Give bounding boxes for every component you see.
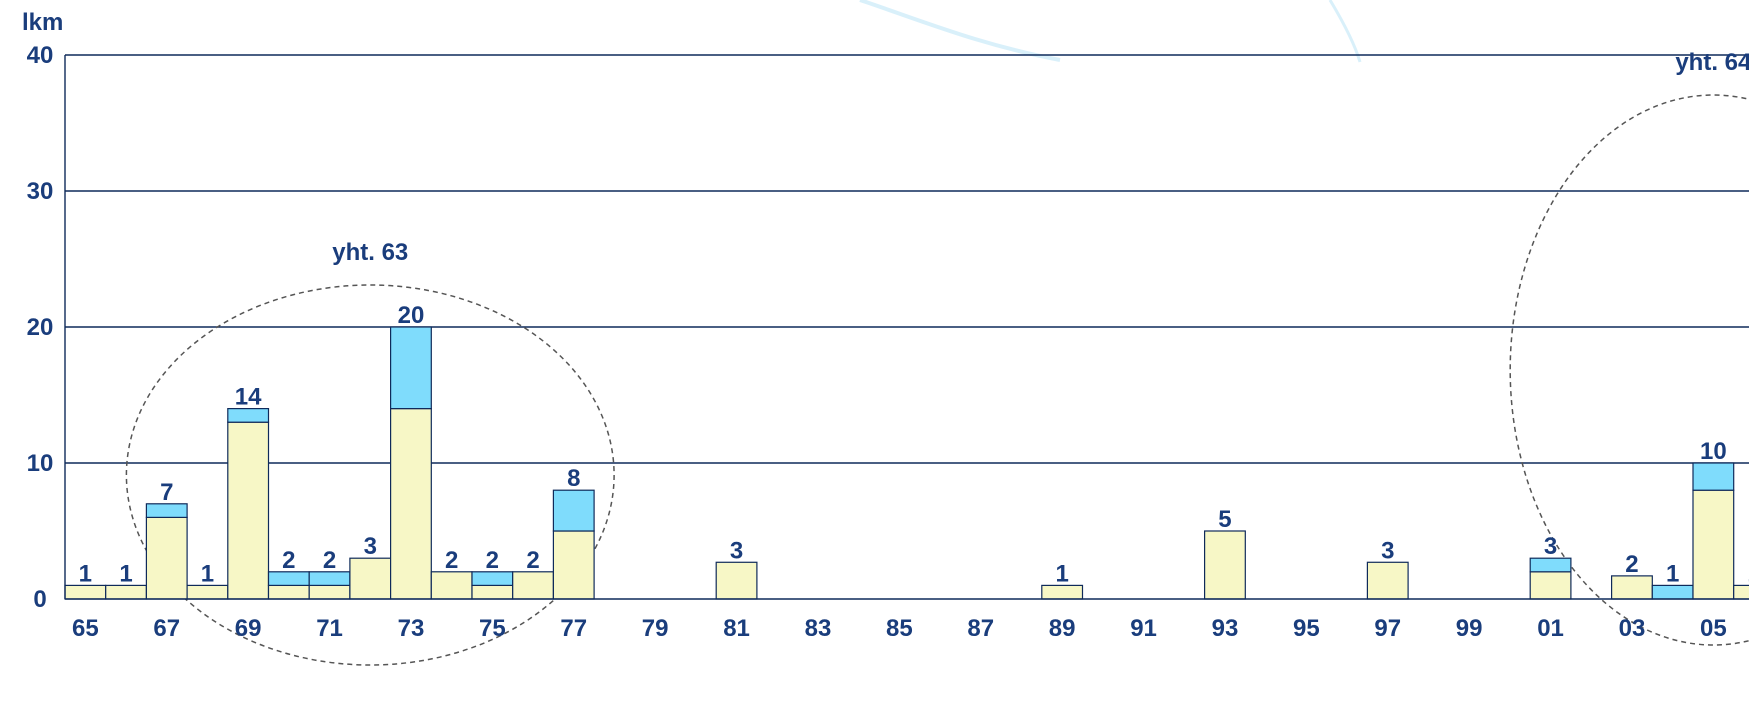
bar-segment-base — [145, 516, 188, 600]
bar-segment-top — [552, 489, 595, 532]
data-label: 2 — [445, 547, 458, 574]
y-tick-label: 0 — [33, 586, 46, 613]
bar-segment-top — [1529, 557, 1572, 573]
x-tick-label: 93 — [1212, 615, 1239, 642]
x-tick-label: 65 — [72, 615, 99, 642]
x-tick-label: 91 — [1130, 615, 1157, 642]
bar-segment-base — [390, 408, 432, 600]
data-label: 5 — [1218, 506, 1231, 533]
gridlines — [65, 54, 1749, 464]
bar-segment-base — [715, 561, 758, 600]
data-label: 2 — [282, 547, 295, 574]
bar-segment-base — [227, 421, 270, 600]
bars — [64, 326, 1749, 600]
bar-segment-base — [430, 571, 473, 600]
bar-segment-base — [552, 530, 595, 600]
x-tick-label: 75 — [479, 615, 506, 642]
bar-segment-top — [1692, 462, 1735, 491]
bar-segment-base — [512, 571, 555, 600]
group-ellipses — [125, 94, 1749, 666]
data-label: 1 — [79, 560, 92, 587]
data-label: 14 — [235, 384, 262, 411]
x-tick-label: 95 — [1293, 615, 1320, 642]
bar-segment-base — [1203, 530, 1246, 600]
data-label: 2 — [323, 547, 336, 574]
bar-segment-base — [105, 584, 147, 600]
data-label: 1 — [1747, 560, 1749, 587]
bar-segment-top — [145, 503, 188, 518]
bar-segment-top — [1651, 584, 1694, 600]
x-tick-label: 99 — [1456, 615, 1483, 642]
bar-segment-base — [1733, 584, 1749, 600]
data-label: 10 — [1700, 438, 1727, 465]
bar-segment-base — [267, 584, 310, 600]
bar-segment-base — [1692, 489, 1735, 600]
x-tick-label: 67 — [153, 615, 180, 642]
bar-segment-top — [227, 408, 270, 423]
bar-segment-base — [349, 557, 392, 600]
x-tick-label: 81 — [723, 615, 750, 642]
x-tick-label: 03 — [1619, 615, 1646, 642]
bar-segment-base — [1529, 571, 1572, 600]
x-tick-label: 05 — [1700, 615, 1727, 642]
y-axis-label: lkm — [22, 9, 63, 36]
data-labels: 117114223202228315332110114132 — [79, 302, 1749, 587]
bar-segment-base — [308, 584, 351, 600]
data-label: 2 — [526, 547, 539, 574]
data-label: 1 — [1055, 560, 1068, 587]
x-tick-label: 77 — [560, 615, 587, 642]
data-label: 3 — [364, 533, 377, 560]
y-tick-label: 40 — [27, 42, 54, 69]
y-tick-label: 20 — [27, 314, 54, 341]
annotations: yht. 63 yht. 64 — [332, 49, 1749, 266]
bar-segment-top — [267, 571, 310, 586]
x-tick-label: 97 — [1374, 615, 1401, 642]
bar-segment-base — [471, 584, 514, 600]
bar-segment-top — [471, 571, 514, 586]
data-label: 3 — [1544, 533, 1557, 560]
data-label: 3 — [730, 537, 743, 564]
y-axis-ticks: 0 10 20 30 40 — [27, 42, 54, 613]
axes — [64, 55, 1749, 600]
group-total-label: yht. 63 — [332, 239, 408, 266]
group-ellipse — [125, 284, 615, 666]
bar-segment-base — [1366, 561, 1409, 600]
x-tick-label: 89 — [1049, 615, 1076, 642]
data-label: 20 — [398, 302, 425, 329]
x-tick-label: 87 — [967, 615, 994, 642]
x-tick-label: 01 — [1537, 615, 1564, 642]
bar-segment-base — [64, 584, 107, 600]
bar-segment-top — [390, 326, 432, 410]
x-tick-label: 71 — [316, 615, 343, 642]
x-tick-label: 79 — [642, 615, 669, 642]
bar-segment-base — [1041, 584, 1084, 600]
bar-segment-top — [308, 571, 351, 586]
y-tick-label: 10 — [27, 450, 54, 477]
x-tick-label: 73 — [398, 615, 425, 642]
group-total-label: yht. 64 — [1675, 49, 1749, 76]
bar-segment-base — [1610, 575, 1653, 600]
data-label: 2 — [1625, 551, 1638, 578]
bar-segment-base — [186, 584, 229, 600]
data-label: 1 — [201, 560, 214, 587]
data-label: 8 — [567, 465, 580, 492]
x-tick-label: 85 — [886, 615, 913, 642]
x-tick-label: 83 — [805, 615, 832, 642]
data-label: 3 — [1381, 537, 1394, 564]
data-label: 7 — [160, 479, 173, 506]
data-label: 1 — [1666, 560, 1679, 587]
x-tick-label: 69 — [235, 615, 262, 642]
data-label: 1 — [119, 560, 132, 587]
data-label: 2 — [486, 547, 499, 574]
background-swirl — [859, 0, 1362, 63]
x-axis-ticks: 65 67 69 71 73 75 77 79 81 83 85 87 89 91 93 95 97 99 01 03… — [72, 615, 1727, 642]
y-tick-label: 30 — [27, 178, 54, 205]
